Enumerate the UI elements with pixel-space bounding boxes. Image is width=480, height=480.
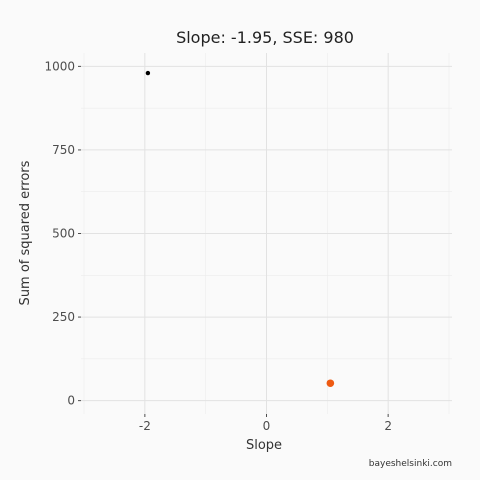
chart-title: Slope: -1.95, SSE: 980 [176, 28, 354, 47]
y-tick-label: 1000 [44, 59, 75, 73]
current-point [145, 70, 151, 76]
minimum-point [326, 379, 335, 388]
caption: bayeshelsinki.com [369, 459, 452, 469]
x-tick-label: 0 [263, 419, 271, 433]
x-tick-label: -2 [139, 419, 151, 433]
data-points [145, 70, 335, 388]
y-tick-label: 750 [52, 143, 75, 157]
y-tick-label: 250 [52, 310, 75, 324]
grid [81, 53, 452, 414]
x-axis-title: Slope [246, 438, 282, 453]
y-axis-title: Sum of squared errors [18, 160, 33, 305]
y-tick-label: 500 [52, 227, 75, 241]
x-tick-label: 2 [384, 419, 392, 433]
axis-ticks: -2 0 2 0 250 500 750 1000 [44, 59, 392, 433]
y-tick-label: 0 [67, 394, 75, 408]
